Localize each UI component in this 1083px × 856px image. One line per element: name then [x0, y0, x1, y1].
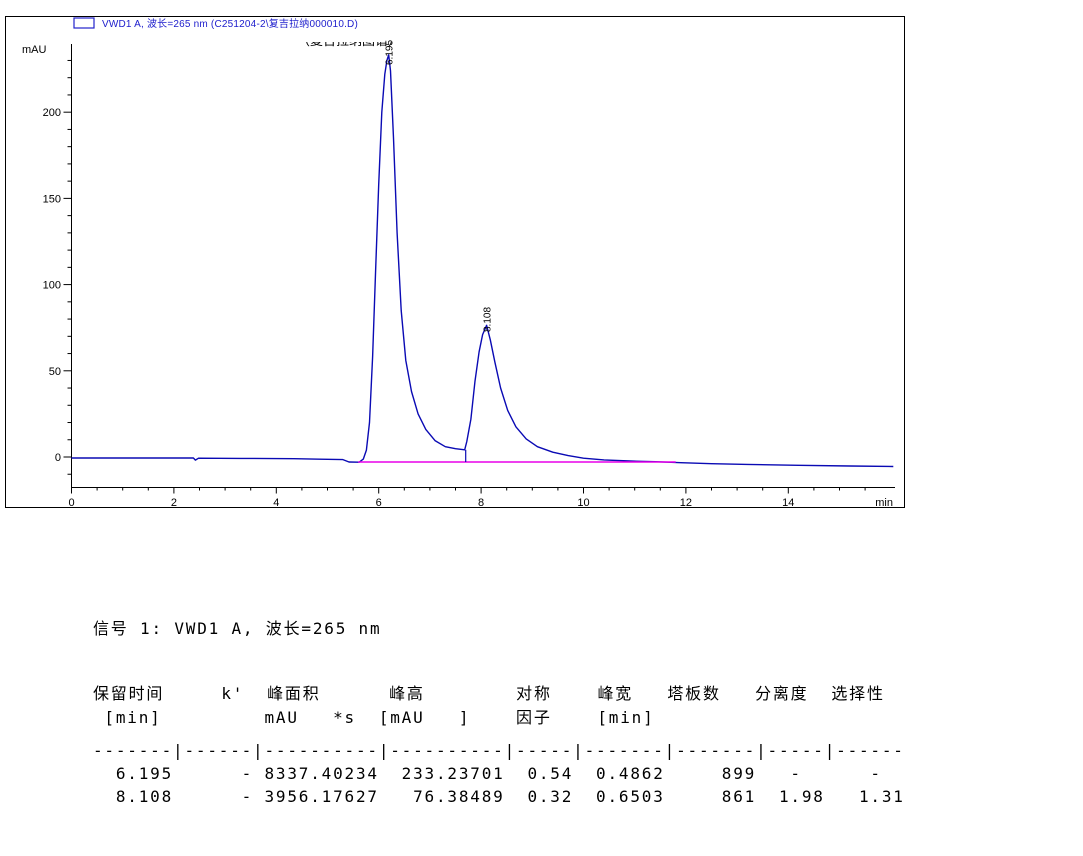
- peak-table-row: 6.195 - 8337.40234 233.23701 0.54 0.4862…: [93, 764, 882, 783]
- y-axis-unit-label: mAU: [22, 44, 47, 56]
- peak-table-header-line2: [min] mAU *s [mAU ] 因子 [min]: [93, 708, 655, 727]
- svg-text:150: 150: [43, 193, 61, 205]
- chart-frame-border: [5, 16, 905, 508]
- svg-text:6: 6: [376, 497, 382, 509]
- peak-table-separator: -------|------|----------|----------|---…: [93, 741, 905, 760]
- svg-text:10: 10: [577, 497, 589, 509]
- legend-label: VWD1 A, 波长=265 nm (C251204-2\复吉拉纳000010.…: [102, 17, 358, 30]
- series-signal: [71, 54, 894, 468]
- peak-table-header: 保留时间 k' 峰面积 峰高 对称 峰宽 塔板数 分离度 选择性 [min] m…: [93, 682, 885, 730]
- peak-table-body: -------|------|----------|----------|---…: [93, 739, 905, 808]
- svg-text:100: 100: [43, 280, 61, 292]
- peak-2-rt-label: 8.108: [483, 307, 494, 332]
- svg-text:0: 0: [68, 497, 74, 509]
- clipped-page-title: （复吉拉纳图谱）: [297, 42, 437, 49]
- svg-text:2: 2: [171, 497, 177, 509]
- peak-table-row: 8.108 - 3956.17627 76.38489 0.32 0.6503 …: [93, 787, 905, 806]
- signal-title: 信号 1: VWD1 A, 波长=265 nm: [93, 619, 382, 638]
- svg-text:0: 0: [55, 452, 61, 464]
- svg-text:12: 12: [680, 497, 692, 509]
- plot-generated-content: 0 50 100 150 200 0 2 4 6 8 10 12 14: [43, 44, 895, 509]
- x-axis-unit-label: min: [875, 497, 893, 509]
- svg-text:14: 14: [782, 497, 794, 509]
- legend-swatch: [73, 17, 95, 29]
- peak-1-rt-label: 6.195: [385, 40, 396, 65]
- chromatogram-panel: VWD1 A, 波长=265 nm (C251204-2\复吉拉纳000010.…: [5, 16, 905, 509]
- chromatogram-plot: VWD1 A, 波长=265 nm (C251204-2\复吉拉纳000010.…: [5, 16, 905, 509]
- peak-table-header-line1: 保留时间 k' 峰面积 峰高 对称 峰宽 塔板数 分离度 选择性: [93, 684, 885, 703]
- svg-text:4: 4: [273, 497, 279, 509]
- svg-text:50: 50: [49, 366, 61, 378]
- clipped-page-title-text: （复吉拉纳图谱）: [297, 42, 437, 48]
- svg-text:8: 8: [478, 497, 484, 509]
- svg-text:200: 200: [43, 107, 61, 119]
